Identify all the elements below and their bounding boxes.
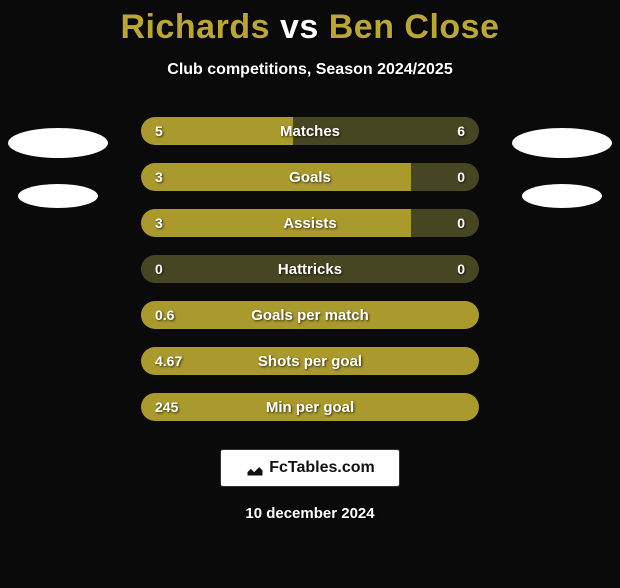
badge-ellipse: [512, 128, 612, 158]
stat-label: Assists: [283, 215, 336, 232]
stat-left-value: 0: [155, 261, 163, 277]
stat-row: 4.67 Shots per goal: [141, 347, 479, 375]
stat-row: 3 Assists 0: [141, 209, 479, 237]
chart-icon: [245, 458, 265, 478]
player2-name: Ben Close: [329, 8, 500, 46]
stat-right-value: 0: [457, 169, 465, 185]
stat-label: Shots per goal: [258, 353, 362, 370]
stat-left-value: 3: [155, 215, 163, 231]
source-badge: FcTables.com: [220, 449, 400, 487]
stat-row: 0.6 Goals per match: [141, 301, 479, 329]
stat-left-value: 245: [155, 399, 178, 415]
badge-ellipse: [18, 184, 98, 208]
stat-row: 0 Hattricks 0: [141, 255, 479, 283]
stat-right-value: 0: [457, 261, 465, 277]
bar-left-fill: [141, 117, 293, 145]
subtitle: Club competitions, Season 2024/2025: [0, 61, 620, 79]
badge-ellipse: [522, 184, 602, 208]
vs-text: vs: [280, 8, 319, 46]
bar-right-fill: [411, 209, 479, 237]
bar-left-fill: [141, 163, 411, 191]
stats-container: 5 Matches 6 3 Goals 0 3 Assists 0 0 Hattricks 0 0.6 G…: [141, 117, 479, 421]
player1-badges: [8, 128, 108, 208]
footer-date: 10 december 2024: [0, 505, 620, 522]
stat-left-value: 4.67: [155, 353, 182, 369]
stat-label: Goals: [289, 169, 331, 186]
stat-label: Min per goal: [266, 399, 354, 416]
stat-label: Matches: [280, 123, 340, 140]
stat-right-value: 6: [457, 123, 465, 139]
stat-left-value: 5: [155, 123, 163, 139]
source-text: FcTables.com: [269, 459, 375, 477]
bar-left-fill: [141, 209, 411, 237]
player2-badges: [512, 128, 612, 208]
stat-label: Goals per match: [251, 307, 369, 324]
stat-row: 5 Matches 6: [141, 117, 479, 145]
player1-name: Richards: [121, 8, 271, 46]
stat-row: 245 Min per goal: [141, 393, 479, 421]
stat-row: 3 Goals 0: [141, 163, 479, 191]
stat-left-value: 0.6: [155, 307, 174, 323]
stat-label: Hattricks: [278, 261, 342, 278]
stat-right-value: 0: [457, 215, 465, 231]
badge-ellipse: [8, 128, 108, 158]
stat-left-value: 3: [155, 169, 163, 185]
bar-right-fill: [411, 163, 479, 191]
comparison-title: Richards vs Ben Close: [0, 8, 620, 47]
